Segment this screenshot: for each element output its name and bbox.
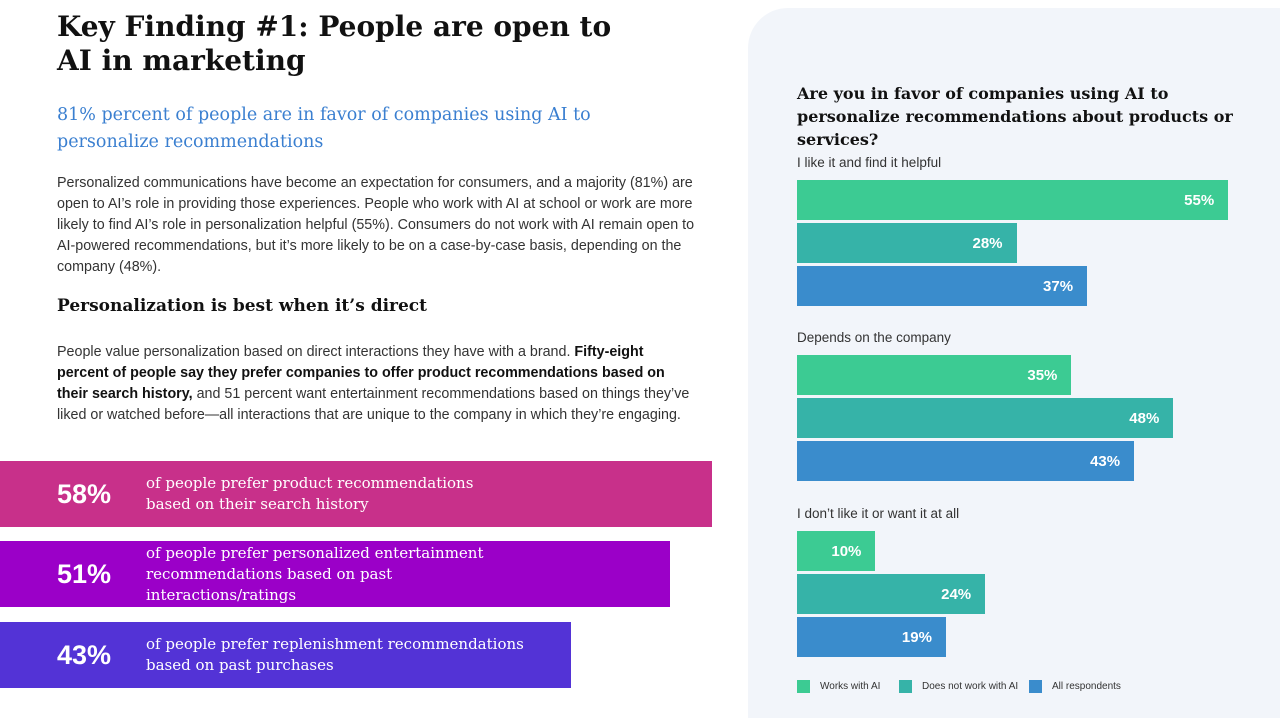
category-label: I like it and find it helpful — [797, 155, 942, 170]
stat-banner: 51% of people prefer personalized entert… — [0, 541, 670, 607]
stat-banner: 58% of people prefer product recommendat… — [0, 461, 712, 527]
stat-banner: 43% of people prefer replenishment recom… — [0, 622, 571, 688]
bar-label: 37% — [1043, 277, 1074, 295]
bar-label: 10% — [831, 542, 862, 560]
legend-label: Does not work with AI — [922, 681, 1019, 692]
legend-item: All respondents — [1029, 680, 1121, 693]
bar: 28% — [797, 223, 1017, 263]
bar-label: 48% — [1129, 409, 1160, 427]
para-bold: Fifty-eight percent of people say they p… — [57, 344, 665, 402]
bar-label: 24% — [941, 585, 972, 603]
legend-swatch — [797, 680, 810, 693]
legend-swatch — [899, 680, 912, 693]
legend-label: All respondents — [1052, 681, 1121, 692]
legend-swatch — [1029, 680, 1042, 693]
stat-text: of people prefer personalized entertainm… — [146, 543, 484, 604]
bar-label: 19% — [901, 628, 932, 646]
subtitle: 81% percent of people are in favor of co… — [57, 105, 591, 152]
para-tail: and 51 percent want entertainment recomm… — [57, 386, 690, 423]
bar-label: 35% — [1027, 366, 1058, 384]
bar: 24% — [797, 574, 986, 614]
personalization-paragraph: People value personalization based on di… — [57, 342, 697, 426]
stat-percent: 51% — [57, 558, 112, 589]
bar: 43% — [797, 441, 1135, 481]
stat-text: of people prefer product recommendations… — [146, 474, 474, 513]
legend-item: Does not work with AI — [899, 680, 1018, 693]
page-title: Key Finding #1: People are open to AI in… — [57, 10, 612, 77]
bar: 37% — [797, 266, 1088, 306]
bar: 48% — [797, 398, 1174, 438]
legend-item: Works with AI — [797, 680, 880, 693]
stat-text: of people prefer replenishment recommend… — [146, 635, 524, 674]
para-lead: People value personalization based on di… — [57, 344, 575, 360]
section-heading: Personalization is best when it’s direct — [57, 296, 428, 316]
bar: 19% — [797, 617, 946, 657]
bar-label: 28% — [972, 234, 1003, 252]
category-label: I don’t like it or want it at all — [797, 506, 960, 521]
bar: 55% — [797, 180, 1229, 220]
stat-percent: 43% — [57, 639, 112, 670]
legend-label: Works with AI — [820, 681, 881, 692]
bar-label: 43% — [1090, 452, 1121, 470]
bar-label: 55% — [1184, 191, 1215, 209]
bar: 10% — [797, 531, 876, 571]
stat-percent: 58% — [57, 478, 112, 509]
category-label: Depends on the company — [797, 330, 951, 345]
bar: 35% — [797, 355, 1072, 395]
chart-title: Are you in favor of companies using AI t… — [797, 84, 1233, 149]
intro-paragraph: Personalized communications have become … — [57, 175, 695, 275]
